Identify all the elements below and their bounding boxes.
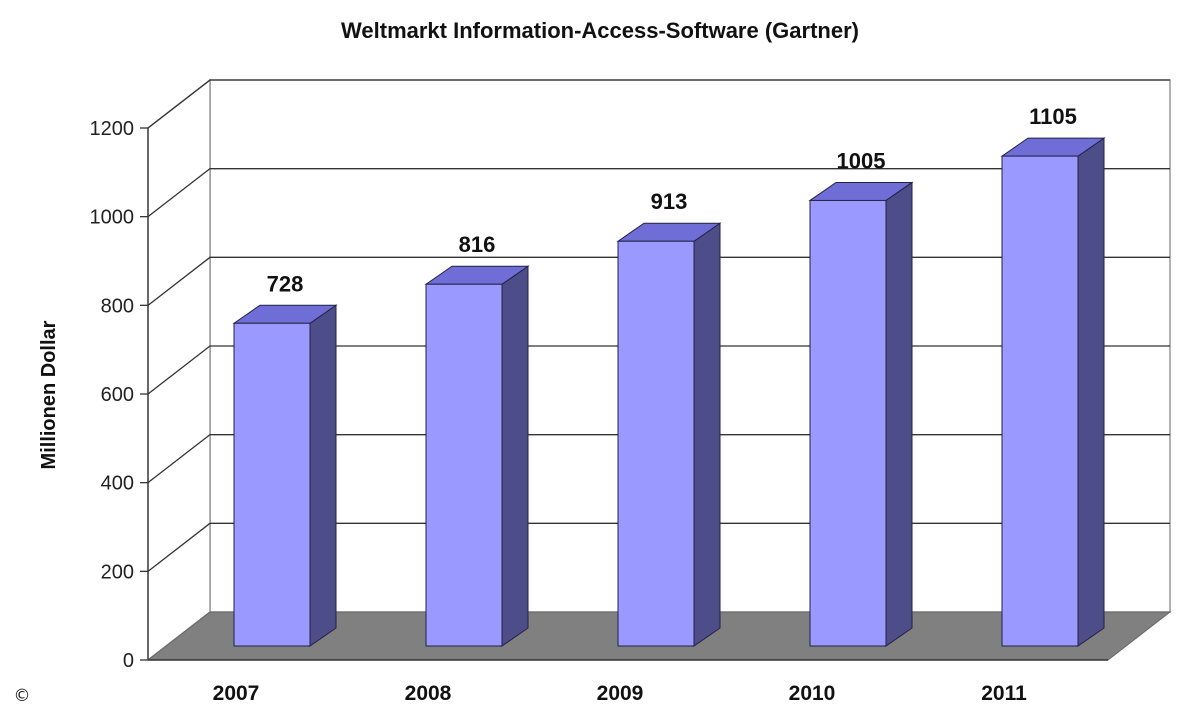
y-tick-label: 400 (101, 473, 134, 495)
bar-side (501, 265, 529, 647)
bar (425, 283, 503, 647)
copyright-icon: © (13, 686, 31, 706)
chart-title: Weltmarkt Information-Access-Software (G… (341, 18, 859, 43)
data-label: 1105 (1029, 104, 1077, 129)
chart-labels: 0 200 400 600 800 1000 1200 728 2007 816 2008 913 20… (38, 18, 1077, 705)
data-label: 913 (651, 189, 688, 214)
bar-side (309, 304, 337, 647)
y-tick-label: 1200 (90, 118, 135, 140)
x-tick-label: 2010 (789, 682, 836, 705)
y-tick-label: 600 (101, 384, 134, 406)
y-tick-label: 0 (123, 650, 134, 672)
x-tick-label: 2011 (981, 682, 1027, 705)
bar (617, 240, 695, 647)
bar-side (693, 222, 721, 647)
data-label: 816 (459, 232, 496, 257)
bar (809, 199, 887, 647)
y-tick-label: 1000 (90, 207, 135, 229)
x-tick-label: 2009 (597, 682, 644, 705)
bar-side (1077, 137, 1105, 647)
gridline (147, 79, 1170, 129)
y-axis-label: Millionen Dollar (38, 320, 60, 469)
gridline (147, 168, 1170, 218)
y-tick-label: 800 (101, 295, 134, 317)
bar-side (885, 181, 913, 647)
x-tick-label: 2008 (405, 682, 452, 705)
y-tick-label: 200 (101, 561, 134, 583)
data-label: 1005 (837, 148, 886, 173)
x-tick-label: 2007 (213, 682, 260, 705)
bar (233, 322, 311, 647)
data-label: 728 (267, 271, 304, 296)
bar (1001, 155, 1079, 647)
bars (232, 137, 1106, 647)
